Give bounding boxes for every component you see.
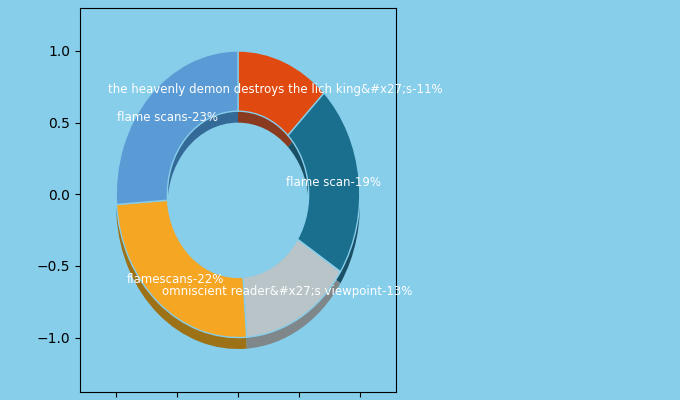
Wedge shape	[288, 93, 360, 272]
Text: flame scan-19%: flame scan-19%	[286, 176, 381, 189]
Text: flamescans-22%: flamescans-22%	[126, 273, 224, 286]
Wedge shape	[116, 212, 247, 349]
Wedge shape	[116, 51, 238, 204]
Wedge shape	[243, 251, 341, 349]
Wedge shape	[288, 104, 360, 283]
Text: the heavenly demon destroys the lich king&#x27;s-11%: the heavenly demon destroys the lich kin…	[107, 83, 442, 96]
Wedge shape	[238, 51, 324, 136]
Text: flame scans-23%: flame scans-23%	[117, 111, 218, 124]
Wedge shape	[243, 239, 341, 337]
Wedge shape	[238, 62, 324, 147]
Text: omniscient reader&#x27;s viewpoint-13%: omniscient reader&#x27;s viewpoint-13%	[162, 285, 412, 298]
Wedge shape	[116, 62, 238, 216]
Wedge shape	[116, 200, 247, 338]
